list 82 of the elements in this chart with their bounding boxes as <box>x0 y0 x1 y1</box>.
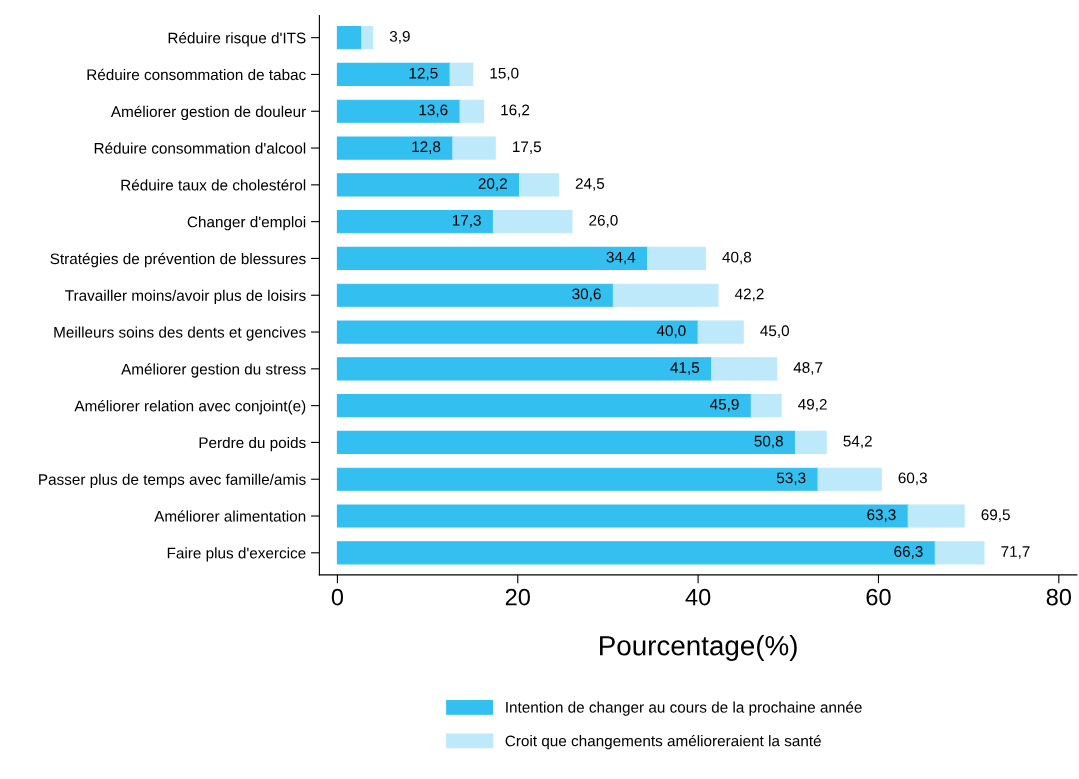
bar <box>336 320 699 344</box>
total-label: 3,9 <box>389 30 410 44</box>
bar <box>336 99 461 123</box>
bar <box>711 357 778 381</box>
y-tick-label: Réduire consommation de tabac <box>87 68 306 81</box>
total-label: 60,3 <box>898 472 927 486</box>
x-tick-label: 60 <box>866 588 891 606</box>
y-tick-label: Améliorer alimentation <box>154 510 306 522</box>
y-tick-label: Améliorer gestion de douleur <box>110 105 306 121</box>
bar <box>459 99 485 123</box>
bar <box>336 283 614 307</box>
total-label: 40,8 <box>722 251 752 265</box>
bar <box>697 320 744 344</box>
y-tick-label: Meilleurs soins des dents et gencives <box>54 326 306 341</box>
bar <box>492 210 573 234</box>
total-label: 42,2 <box>734 288 764 302</box>
x-tick-label: 0 <box>331 588 344 606</box>
y-tick-label: Stratégies de prévention de blessures <box>50 252 306 268</box>
total-label: 69,5 <box>981 509 1010 522</box>
data-label: 66,3 <box>894 546 923 559</box>
bar <box>336 246 649 271</box>
bar <box>750 394 782 418</box>
legend-label: Croit que changements amélioreraient la santé <box>505 734 821 750</box>
total-label: 48,7 <box>793 362 823 375</box>
x-tick-label: 40 <box>685 588 711 606</box>
bar <box>647 246 706 271</box>
data-label: 13,6 <box>419 104 448 118</box>
bar <box>519 173 559 197</box>
y-tick-label: Perdre du poids <box>199 436 306 452</box>
bar <box>336 173 521 197</box>
y-tick-label: Améliorer relation avec conjoint(e) <box>74 400 306 415</box>
bar <box>336 541 936 565</box>
total-label: 71,7 <box>1001 546 1030 559</box>
bar <box>794 430 827 455</box>
total-label: 17,5 <box>513 141 541 154</box>
data-label: 20,2 <box>478 178 507 191</box>
bar <box>452 136 496 160</box>
data-label: 53,3 <box>776 472 806 486</box>
y-tick-label: Passer plus de temps avec famille/amis <box>39 473 306 488</box>
total-label: 16,2 <box>501 104 530 118</box>
bar <box>336 394 752 418</box>
bar <box>361 26 374 50</box>
bar <box>907 504 965 528</box>
total-label: 24,5 <box>575 178 605 191</box>
bar <box>336 467 819 491</box>
bar <box>336 430 797 455</box>
data-label: 45,9 <box>710 398 739 412</box>
total-label: 45,0 <box>760 325 789 338</box>
bar <box>612 283 719 307</box>
y-tick-label: Changer d'emploi <box>187 216 306 231</box>
bar <box>336 357 713 381</box>
data-label: 63,3 <box>867 509 896 522</box>
legend-label: Intention de changer au cours de la prochaine année <box>506 701 862 716</box>
data-label: 40,0 <box>656 325 686 338</box>
data-label: 34,4 <box>606 251 636 265</box>
data-label: 50,8 <box>754 435 783 449</box>
y-tick-label: Réduire consommation d'alcool <box>94 142 306 154</box>
total-label: 54,2 <box>843 435 872 449</box>
y-tick-label: Réduire risque d'ITS <box>168 32 306 47</box>
bar <box>336 62 451 87</box>
x-tick-label: 80 <box>1046 588 1072 606</box>
data-label: 12,5 <box>409 67 438 81</box>
data-label: 17,3 <box>452 214 481 228</box>
x-tick-label: 20 <box>505 588 530 606</box>
bar <box>934 541 985 565</box>
total-label: 49,2 <box>798 398 827 412</box>
data-label: 12,8 <box>412 141 441 154</box>
bar <box>336 136 454 160</box>
total-label: 26,0 <box>589 214 618 228</box>
bar <box>336 210 494 234</box>
y-tick-label: Travailler moins/avoir plus de loisirs <box>65 289 306 304</box>
data-label: 30,6 <box>572 288 601 302</box>
bar <box>449 62 474 87</box>
bar <box>817 467 882 491</box>
bar <box>336 26 363 50</box>
x-axis-title: Pourcentage(%) <box>600 635 797 661</box>
bar <box>336 504 909 528</box>
y-tick-label: Faire plus d'exercice <box>167 547 306 562</box>
y-tick-label: Améliorer gestion du stress <box>121 363 306 378</box>
total-label: 15,0 <box>490 67 519 81</box>
y-tick-label: Réduire taux de cholestérol <box>121 179 306 191</box>
data-label: 41,5 <box>670 362 700 375</box>
